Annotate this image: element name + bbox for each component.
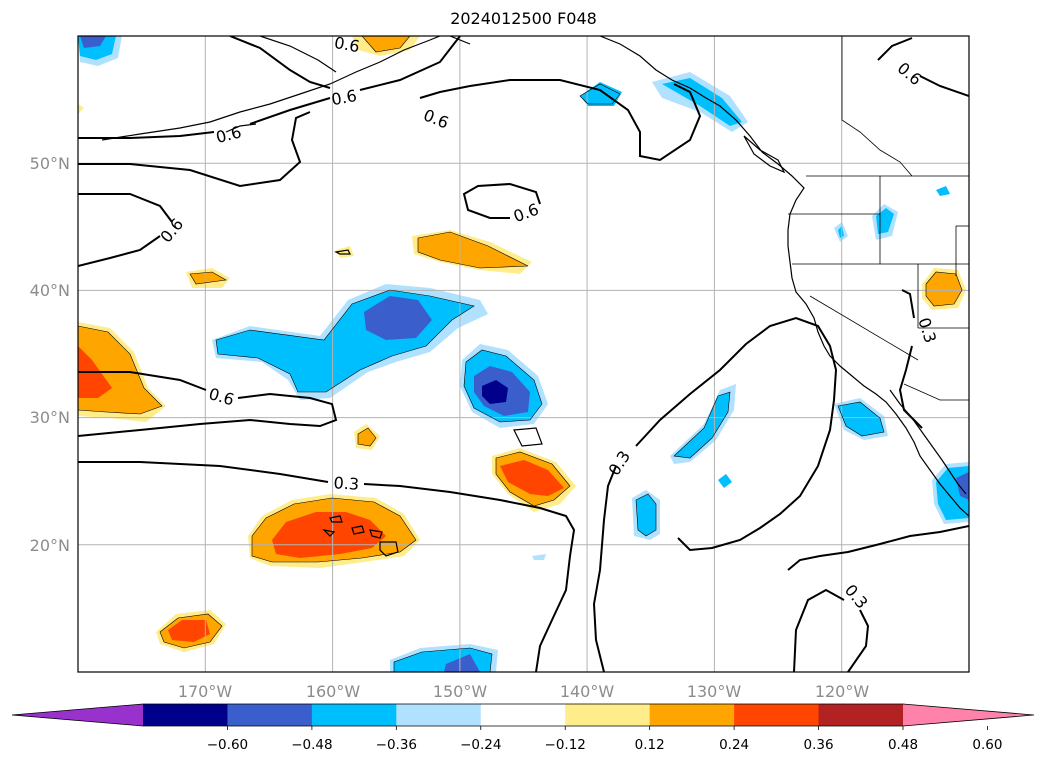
colorbar-tick-label: 0.24 <box>719 737 749 753</box>
red-patch <box>168 620 210 642</box>
blue-patch <box>674 392 730 458</box>
colorbar-bin <box>649 704 735 726</box>
colorbar-tick-label: 0.12 <box>635 737 665 753</box>
blue-patch <box>636 494 656 536</box>
colorbar-tick-label: −0.60 <box>207 737 248 753</box>
blue-patch <box>876 208 894 234</box>
colorbar-bin <box>227 704 313 726</box>
colorbar-tick-label: −0.12 <box>545 737 586 753</box>
colorbar-bin <box>565 704 651 726</box>
colorbar-bin <box>143 704 228 726</box>
lat-tick-label: 30°N <box>30 408 70 427</box>
lat-ticks: 50°N 40°N 30°N 20°N <box>30 154 70 555</box>
colorbar-bin <box>396 704 482 726</box>
lat-tick-label: 20°N <box>30 536 70 555</box>
colorbar-tick-label: 0.36 <box>804 737 834 753</box>
gridlines <box>78 36 969 672</box>
blue-patch <box>662 78 742 126</box>
contour-label: 0.3 <box>333 473 360 494</box>
orange-patch <box>362 36 410 52</box>
colorbar-extend-high <box>903 704 1034 726</box>
colorbar-tick-label: 0.48 <box>888 737 918 753</box>
lat-tick-label: 40°N <box>30 281 70 300</box>
lon-tick-label: 120°W <box>815 682 870 701</box>
shading-outlines <box>78 36 963 672</box>
lon-tick-label: 150°W <box>433 682 488 701</box>
colorbar-tick-label: −0.48 <box>291 737 332 753</box>
map-title: 2024012500 F048 <box>450 9 597 28</box>
lat-tick-label: 50°N <box>30 154 70 173</box>
contour-label: 0.6 <box>333 33 361 56</box>
colorbar-bin <box>311 704 397 726</box>
blue-patch <box>838 402 884 436</box>
red-patch <box>500 460 564 496</box>
blue-patch <box>80 36 106 48</box>
colorbar-bin <box>480 704 566 726</box>
navy-patch <box>482 380 508 404</box>
lon-tick-label: 160°W <box>306 682 361 701</box>
lon-ticks: 170°W 160°W 150°W 140°W 130°W 120°W <box>178 682 870 701</box>
lon-tick-label: 170°W <box>178 682 233 701</box>
blue-patch <box>580 82 622 106</box>
contour-label: 0.6 <box>330 86 358 109</box>
colorbar-bin <box>734 704 820 726</box>
colorbar-outline <box>11 703 1035 727</box>
plot-frame <box>77 35 970 673</box>
blue-patch <box>364 296 432 340</box>
colorbar-tick-label: 0.60 <box>972 737 1002 753</box>
borders <box>788 36 969 401</box>
orange-patch <box>926 272 962 306</box>
colorbar-tick-label: −0.24 <box>460 737 501 753</box>
contour-lines <box>78 36 969 672</box>
colorbar-extend-low <box>12 704 143 726</box>
blue-patch <box>444 654 480 672</box>
colorbar-tick-label: −0.36 <box>376 737 417 753</box>
lon-tick-label: 140°W <box>560 682 615 701</box>
colorbar-bin <box>818 704 904 726</box>
lon-tick-label: 130°W <box>687 682 742 701</box>
colorbar: −0.60 −0.48 −0.36 −0.24 −0.12 0.12 0.24 0.36 0.4… <box>11 703 1035 753</box>
orange-patch <box>418 232 528 268</box>
